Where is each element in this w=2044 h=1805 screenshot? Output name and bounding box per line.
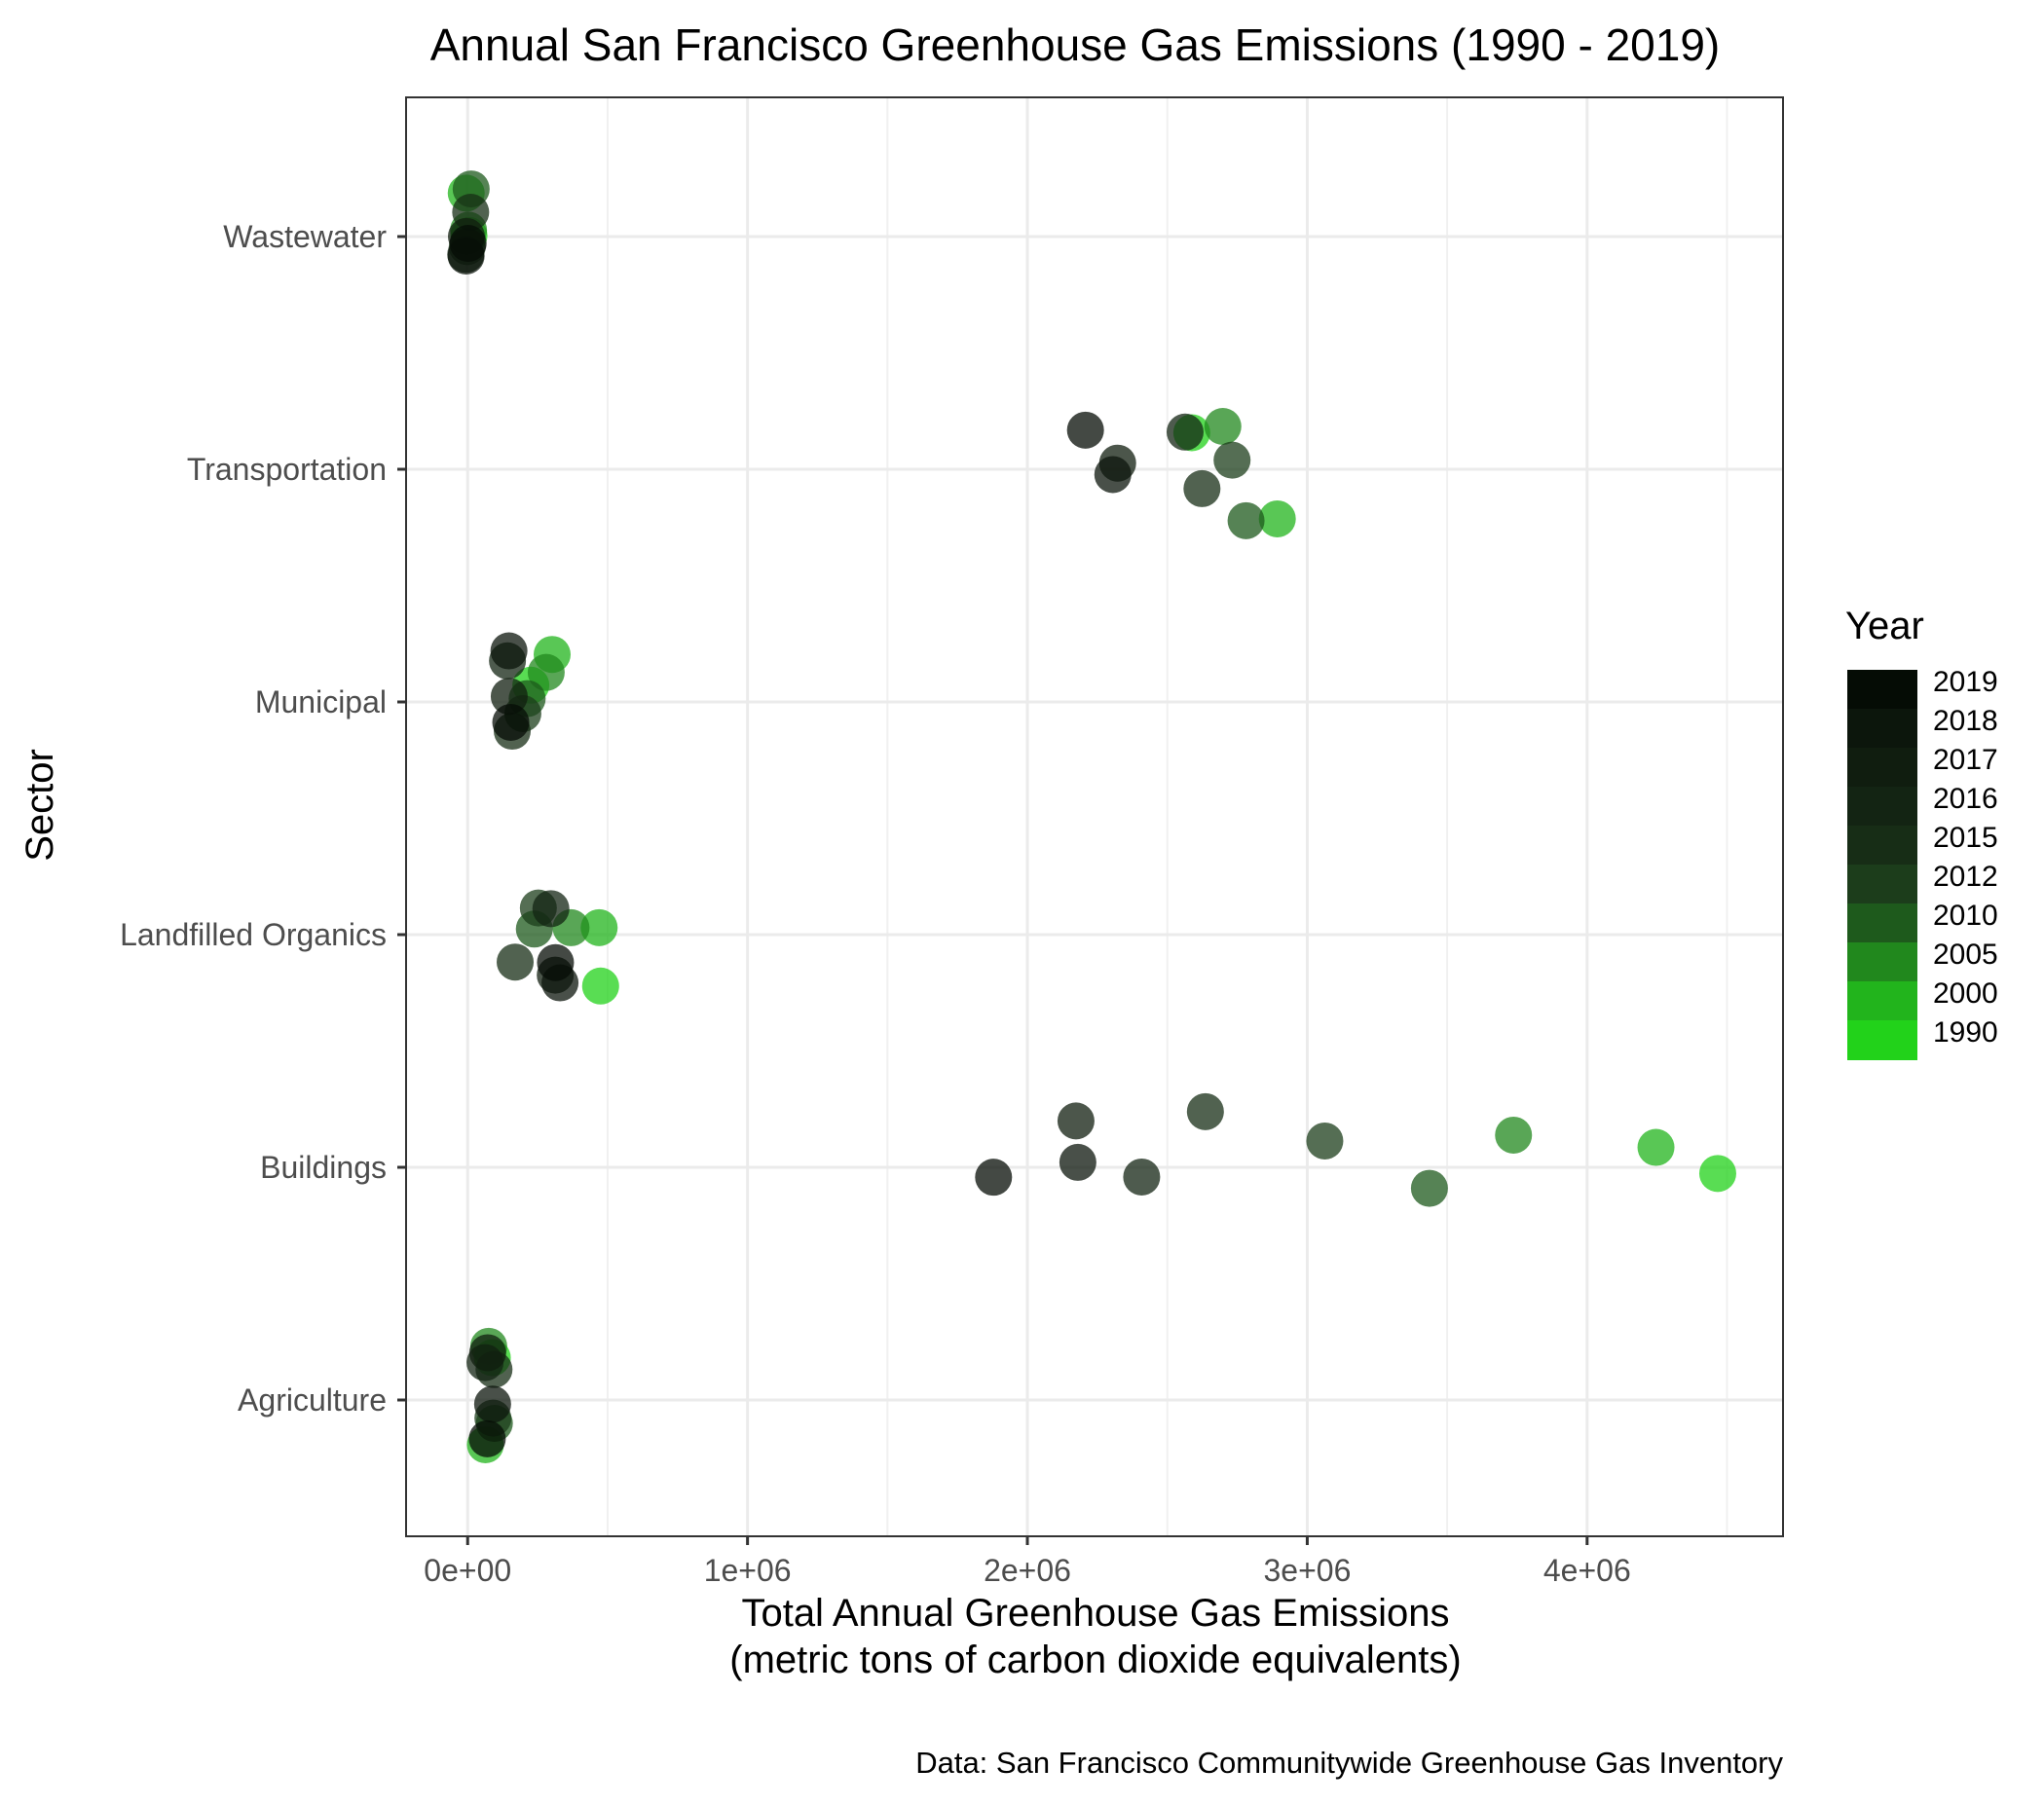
- y-tick-label: Transportation: [187, 452, 387, 487]
- legend-swatch: [1847, 865, 1917, 904]
- data-point: [1258, 499, 1296, 537]
- data-point: [1094, 456, 1132, 494]
- y-tick-label: Landfilled Organics: [120, 917, 387, 952]
- legend-swatch: [1847, 670, 1917, 710]
- legend-swatch: [1847, 787, 1917, 827]
- y-tick-label: Buildings: [260, 1150, 387, 1185]
- y-tick-label: Municipal: [255, 684, 387, 719]
- x-tick-label: 3e+06: [1263, 1553, 1351, 1588]
- data-point: [1186, 1092, 1224, 1130]
- caption: Data: San Francisco Communitywide Greenh…: [915, 1746, 1783, 1780]
- legend-label: 2015: [1933, 822, 1998, 854]
- data-point: [1059, 1143, 1096, 1181]
- data-point: [468, 1419, 506, 1457]
- data-point: [1204, 408, 1242, 446]
- legend-label: 2017: [1933, 744, 1998, 776]
- data-point: [449, 225, 487, 263]
- data-point: [1183, 469, 1221, 507]
- data-point: [527, 653, 565, 691]
- legend-label: 2018: [1933, 705, 1998, 737]
- legend-label: 2019: [1933, 666, 1998, 698]
- legend-swatch: [1847, 903, 1917, 943]
- chart-title: Annual San Francisco Greenhouse Gas Emis…: [430, 19, 1720, 70]
- x-tick-label: 0e+00: [424, 1553, 511, 1588]
- legend-swatch: [1847, 748, 1917, 788]
- data-point: [1410, 1169, 1448, 1207]
- data-point: [1123, 1158, 1161, 1196]
- data-point: [532, 890, 570, 928]
- data-point: [1213, 441, 1251, 479]
- data-point: [492, 703, 530, 741]
- x-tick-label: 2e+06: [984, 1553, 1071, 1588]
- data-point: [1166, 413, 1204, 451]
- data-point: [490, 632, 528, 670]
- data-point: [473, 1385, 511, 1423]
- plot-panel: [406, 97, 1783, 1536]
- legend-swatch: [1847, 981, 1917, 1021]
- legend-label: 2012: [1933, 861, 1998, 893]
- y-tick-label: Agriculture: [238, 1382, 387, 1418]
- x-tick-label: 4e+06: [1543, 1553, 1631, 1588]
- y-axis-title: Sector: [19, 749, 61, 862]
- plot-area: 0e+00 1e+06 2e+06 3e+06 4e+06 Wastewater Trans…: [120, 96, 1784, 1588]
- legend-swatch: [1847, 1020, 1917, 1060]
- data-point: [581, 967, 619, 1005]
- legend-label: 1990: [1933, 1016, 1998, 1049]
- y-tick-label: Wastewater: [223, 219, 387, 254]
- data-point: [497, 943, 535, 981]
- data-point: [468, 1334, 506, 1372]
- legend: Year 2019 2018 2017 2016 2015 2012 2010 2005 2000…: [1845, 605, 1998, 1060]
- data-point: [580, 908, 618, 946]
- legend-label: 2016: [1933, 783, 1998, 815]
- legend-swatch: [1847, 709, 1917, 749]
- x-axis-title-line1: Total Annual Greenhouse Gas Emissions: [741, 1592, 1449, 1635]
- data-point: [1066, 411, 1104, 449]
- data-point: [1698, 1155, 1736, 1193]
- legend-swatch: [1847, 826, 1917, 866]
- data-point: [1637, 1128, 1675, 1166]
- legend-label: 2010: [1933, 900, 1998, 932]
- plot-border: [405, 96, 1784, 1537]
- data-point: [1306, 1122, 1344, 1160]
- data-point: [1495, 1116, 1533, 1154]
- data-point: [1227, 501, 1265, 539]
- x-tick-label: 1e+06: [704, 1553, 792, 1588]
- data-point: [537, 943, 575, 981]
- legend-swatch: [1847, 942, 1917, 982]
- x-axis-title-line2: (metric tons of carbon dioxide equivalen…: [729, 1639, 1461, 1681]
- legend-label: 2000: [1933, 977, 1998, 1010]
- data-point: [1057, 1102, 1095, 1140]
- data-point: [975, 1159, 1013, 1197]
- legend-label: 2005: [1933, 939, 1998, 971]
- legend-title: Year: [1845, 605, 1924, 647]
